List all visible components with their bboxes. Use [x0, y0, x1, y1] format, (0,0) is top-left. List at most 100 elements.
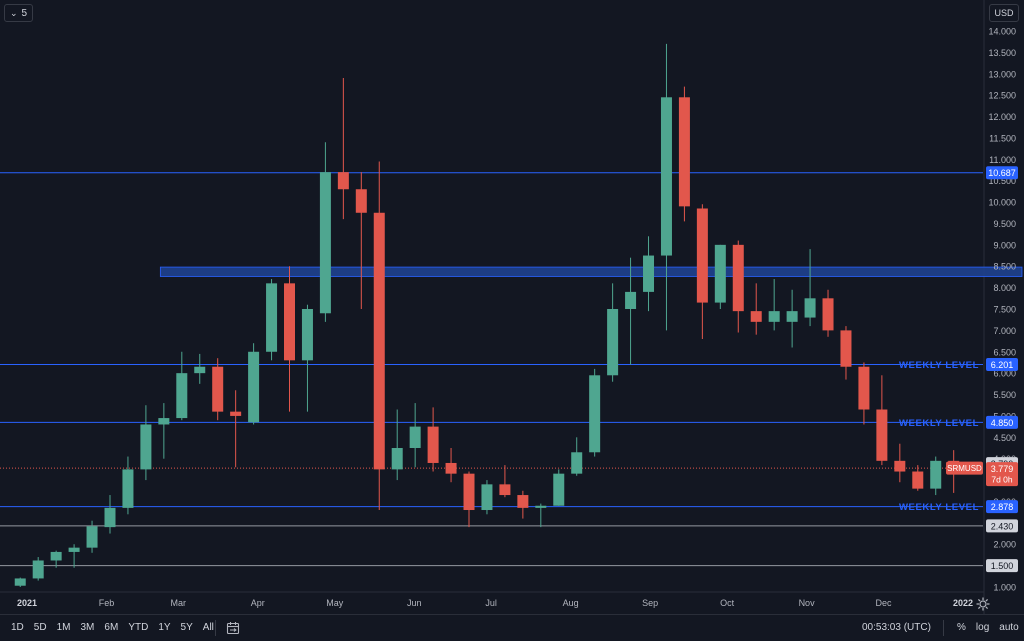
level-text-label: WEEKLY LEVEL	[899, 418, 979, 429]
range-6m[interactable]: 6M	[104, 622, 119, 633]
y-tick-label: 1.000	[993, 583, 1016, 593]
candle-body	[50, 551, 62, 561]
candle	[481, 480, 493, 515]
x-tick-label: Mar	[171, 598, 187, 608]
candle-body	[122, 469, 134, 508]
y-tick-label: 8.000	[993, 283, 1016, 293]
candle-body	[266, 283, 278, 352]
candle	[284, 266, 296, 412]
candle	[607, 283, 619, 382]
candle-body	[607, 309, 619, 376]
candle	[786, 289, 798, 348]
range-all[interactable]: All	[202, 622, 214, 633]
candle-body	[409, 426, 421, 448]
candle	[660, 43, 672, 331]
range-ytd[interactable]: YTD	[128, 622, 149, 633]
date-range-icon[interactable]	[226, 621, 240, 635]
gear-icon[interactable]	[976, 597, 990, 611]
percent-scale-toggle[interactable]: %	[957, 622, 966, 633]
level-price-label: 4.850	[991, 418, 1014, 428]
range-1m[interactable]: 1M	[56, 622, 71, 633]
candle-body	[912, 471, 924, 489]
candle	[391, 409, 403, 481]
candle-body	[32, 560, 44, 579]
y-tick-label: 7.500	[993, 305, 1016, 315]
candle	[930, 456, 942, 496]
level-price-label: 6.201	[991, 360, 1014, 370]
candle-body	[319, 172, 331, 314]
x-tick-label: Dec	[875, 598, 892, 608]
supply-zone	[159, 266, 1023, 277]
candle-body	[445, 462, 457, 474]
y-tick-label: 11.000	[989, 155, 1016, 165]
candle	[804, 249, 816, 327]
candle-body	[158, 418, 170, 425]
candle-body	[301, 309, 313, 361]
candle-body	[589, 375, 601, 453]
candle-body	[463, 473, 475, 511]
candle-body	[822, 298, 834, 331]
candle	[212, 358, 224, 421]
candle	[337, 78, 349, 220]
currency-selector[interactable]: USD	[989, 4, 1019, 22]
candle-body	[768, 311, 780, 322]
range-5y[interactable]: 5Y	[180, 622, 193, 633]
last-price-badge	[986, 462, 1018, 487]
y-tick-label: 10.000	[988, 198, 1016, 208]
candle-body	[140, 424, 152, 470]
candle	[625, 257, 637, 365]
candle	[643, 236, 655, 312]
candle-body	[786, 311, 798, 322]
candle-body	[230, 411, 242, 416]
candle-body	[750, 311, 762, 322]
candle	[553, 469, 565, 506]
candle-body	[876, 409, 888, 461]
level-price-badge	[986, 415, 1018, 429]
candle	[14, 577, 26, 587]
candle	[768, 279, 780, 331]
candle-body	[553, 473, 565, 506]
candle	[517, 490, 529, 519]
chevron-down-icon: ⌄	[10, 8, 18, 18]
candle	[355, 172, 367, 309]
candle-body	[373, 212, 385, 470]
level-price-label: 2.430	[991, 521, 1014, 531]
range-1y[interactable]: 1Y	[158, 622, 171, 633]
auto-scale-toggle[interactable]: auto	[999, 622, 1019, 633]
x-tick-label: Jul	[485, 598, 497, 608]
range-3m[interactable]: 3M	[80, 622, 95, 633]
y-tick-label: 4.500	[993, 433, 1016, 443]
x-tick-label: Apr	[251, 598, 265, 608]
range-5d[interactable]: 5D	[33, 622, 47, 633]
y-tick-label: 5.500	[993, 390, 1016, 400]
bar-countdown-label: 7d 0h	[991, 475, 1013, 485]
candle-body	[643, 255, 655, 292]
candle	[876, 375, 888, 466]
candle	[319, 142, 331, 322]
candle-body	[858, 366, 870, 410]
candle	[248, 343, 260, 425]
candle-body	[517, 495, 529, 508]
x-tick-label: Aug	[563, 598, 579, 608]
candle	[696, 204, 708, 339]
x-tick-label: Jun	[407, 598, 422, 608]
y-tick-label: 12.500	[988, 91, 1016, 101]
utc-clock[interactable]: 00:53:03 (UTC)	[862, 622, 931, 633]
candle	[32, 557, 44, 581]
y-tick-label: 10.500	[988, 176, 1016, 186]
candle-body	[930, 460, 942, 489]
candle	[571, 437, 583, 476]
log-scale-toggle[interactable]: log	[975, 622, 990, 633]
level-price-label: 2.878	[991, 502, 1014, 512]
candle-body	[678, 97, 690, 207]
y-tick-label: 12.000	[988, 112, 1016, 122]
candle-body	[625, 291, 637, 309]
interval-button[interactable]: ⌄ 5	[4, 4, 34, 22]
range-1d[interactable]: 1D	[11, 622, 24, 633]
x-tick-label: Feb	[99, 598, 115, 608]
y-tick-label: 13.500	[988, 48, 1016, 58]
candle	[912, 465, 924, 491]
candle-body	[68, 547, 80, 552]
level-text-label: WEEKLY LEVEL	[899, 360, 979, 371]
